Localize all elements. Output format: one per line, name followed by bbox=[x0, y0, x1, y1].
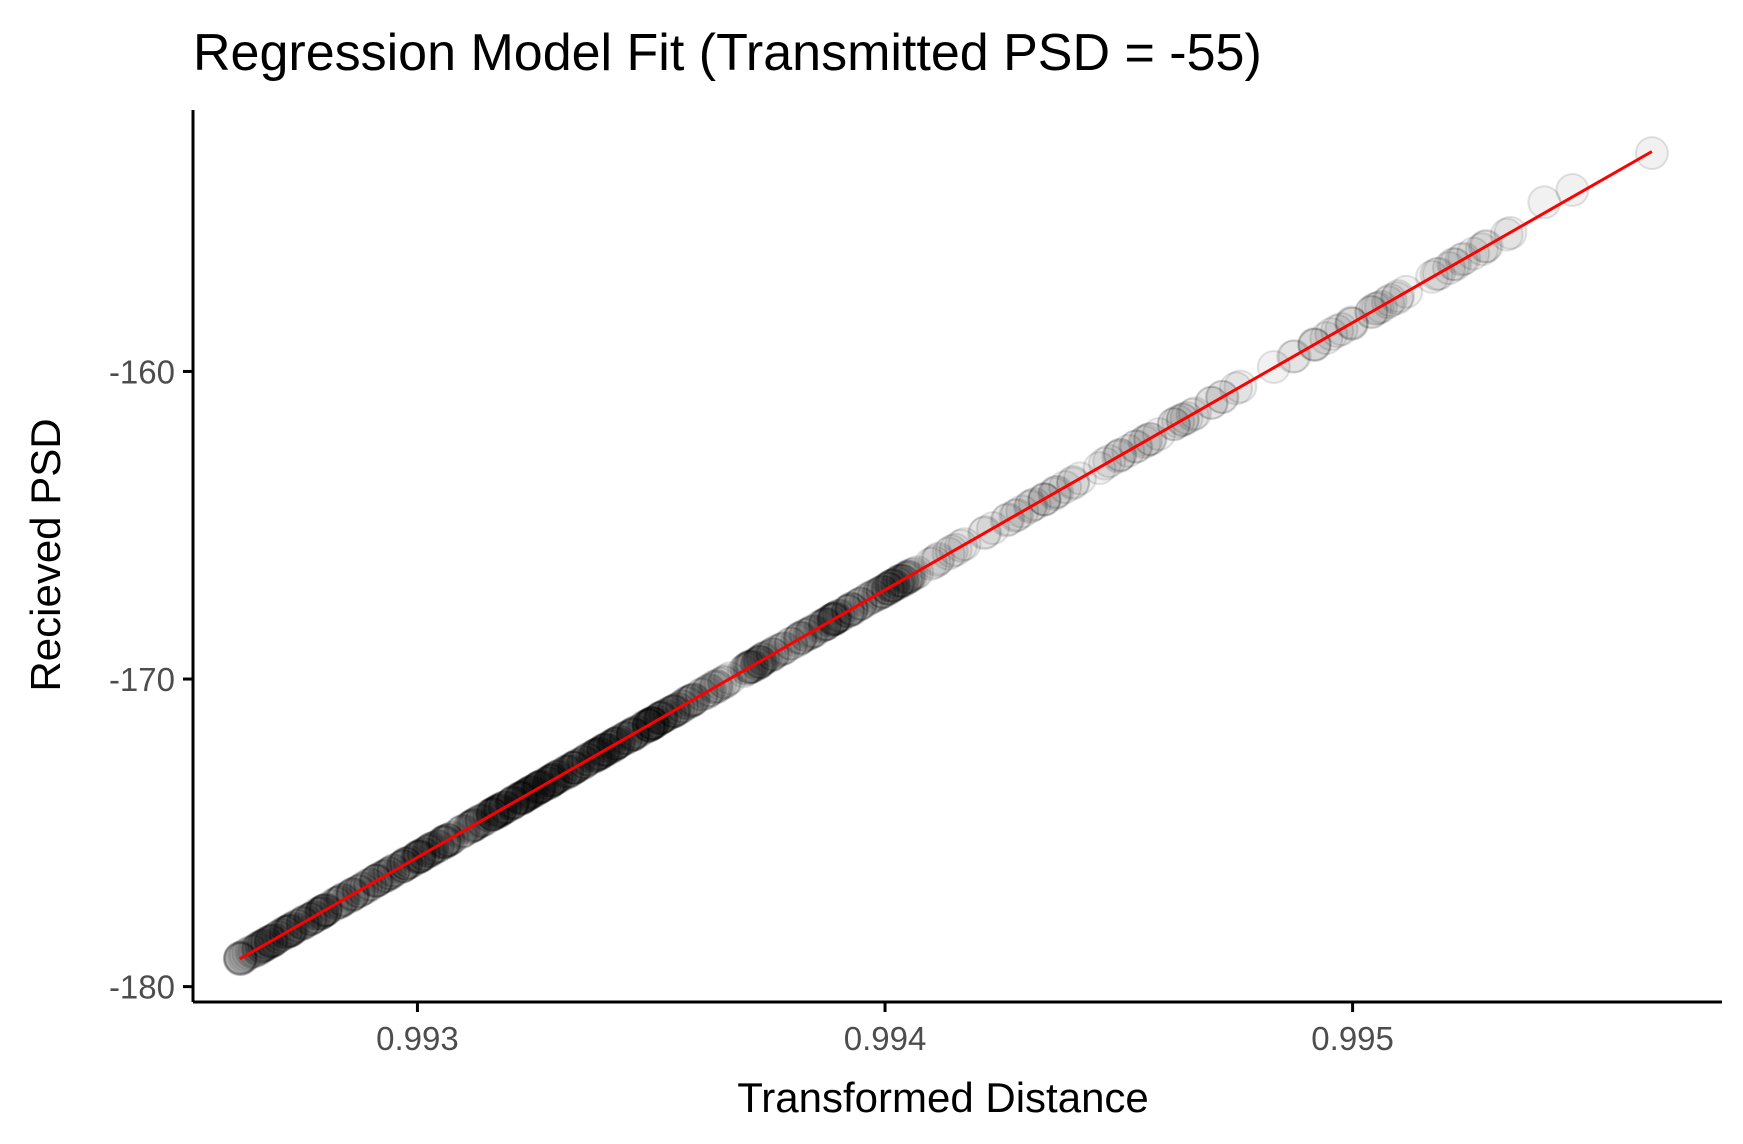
y-tick-label: -160 bbox=[109, 353, 175, 390]
y-tick-label: -180 bbox=[109, 969, 175, 1006]
x-tick-label: 0.995 bbox=[1311, 1020, 1394, 1057]
fit-line-layer bbox=[239, 150, 1653, 961]
y-axis-title: Recieved PSD bbox=[22, 418, 69, 691]
chart-title: Regression Model Fit (Transmitted PSD = … bbox=[193, 24, 1262, 82]
axes-layer: 0.993 0.994 0.995 -160 -170 -180 bbox=[109, 110, 1722, 1057]
x-axis-title: Transformed Distance bbox=[737, 1074, 1149, 1121]
y-tick-label: -170 bbox=[109, 661, 175, 698]
x-tick-label: 0.994 bbox=[844, 1020, 927, 1057]
regression-fit-line bbox=[239, 150, 1653, 961]
x-tick-label: 0.993 bbox=[376, 1020, 459, 1057]
data-point bbox=[1555, 173, 1590, 207]
